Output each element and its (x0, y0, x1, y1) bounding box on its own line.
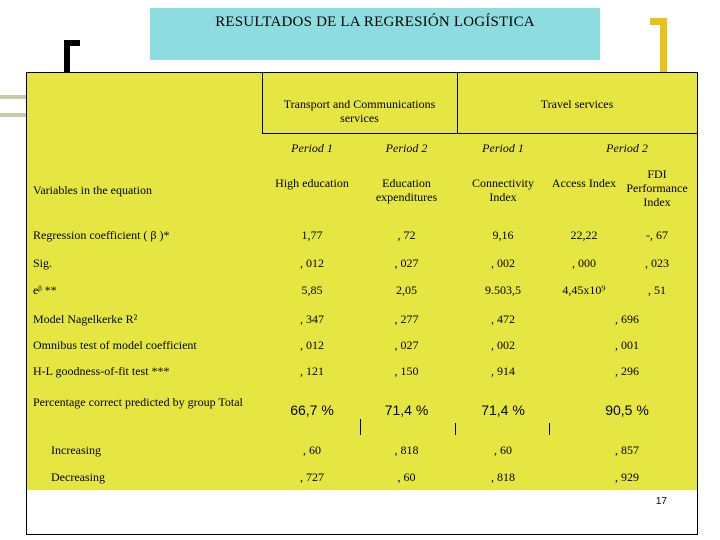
variables-label: Variables in the equation (33, 183, 152, 197)
side-bar-decoration-bottom (0, 113, 26, 117)
table-cell: , 857 (615, 443, 639, 457)
var-access-index: Access Index (551, 176, 617, 190)
row-label-regression: Regression coefficient ( β )* (33, 228, 170, 242)
table-cell: , 150 (394, 364, 419, 378)
period-2-transport: Period 2 (385, 141, 428, 155)
group-transport-header: Transport and Communications services (283, 97, 436, 125)
table-cell: , 818 (394, 443, 419, 457)
table-cell: , 472 (491, 312, 515, 326)
table-cell: 4,45x10⁹ (562, 283, 606, 297)
table-cell: 71,4 % (481, 402, 525, 418)
side-bar-decoration-top (0, 95, 26, 99)
table-cell: , 60 (397, 470, 416, 484)
var-education-expenditures: Education expenditures (375, 176, 438, 204)
table-cell: 90,5 % (605, 402, 649, 418)
row-label-sig: Sig. (33, 256, 53, 270)
page-number: 17 (655, 496, 667, 507)
table-cell: , 277 (394, 312, 419, 326)
row-label-nagelkerke: Model Nagelkerke R² (33, 312, 138, 326)
table-cell: 71,4 % (384, 402, 429, 418)
table-cell: , 818 (491, 470, 515, 484)
var-connectivity-index: Connectivity Index (472, 176, 534, 204)
period-2-travel: Period 2 (606, 141, 648, 155)
table-cell: , 51 (648, 283, 666, 297)
table-cell: , 60 (303, 443, 321, 457)
table-cell: , 023 (645, 256, 669, 270)
var-high-education: High education (275, 176, 349, 190)
header-divider-1 (262, 73, 263, 133)
table-cell: , 002 (491, 338, 515, 352)
group-travel-header: Travel services (540, 97, 614, 111)
tick-mark (360, 419, 361, 435)
table-cell: , 296 (615, 364, 639, 378)
table-cell: , 027 (394, 338, 419, 352)
row-label-increasing: Increasing (51, 443, 101, 457)
header-divider-2 (457, 73, 458, 133)
table-cell: 22,22 (570, 228, 598, 242)
tick-mark (455, 423, 456, 435)
table-cell: 1,77 (301, 228, 323, 242)
table-cell: , 000 (572, 256, 596, 270)
table-cell: , 914 (491, 364, 515, 378)
table-cell: , 727 (300, 470, 324, 484)
table-cell: 5,85 (301, 283, 323, 297)
period-1-travel: Period 1 (482, 141, 524, 155)
results-table: Transport and Communications services Tr… (26, 72, 698, 492)
slide-title: RESULTADOS DE LA REGRESIÓN LOGÍSTICA (215, 14, 535, 30)
period-1-transport: Period 1 (291, 141, 333, 155)
var-fdi-index: FDI Performance Index (626, 167, 688, 209)
table-cell: , 002 (491, 256, 515, 270)
table-cell: , 696 (615, 312, 639, 326)
row-label-exp-beta: eᵝ ** (33, 283, 57, 297)
table-cell: 9,16 (492, 228, 514, 242)
right-bracket-cap (650, 18, 667, 25)
table-cell: , 60 (494, 443, 512, 457)
left-bracket-cap (64, 40, 80, 46)
table-cell: , 027 (394, 256, 419, 270)
table-cell: , 001 (615, 338, 639, 352)
table-cell: 66,7 % (290, 402, 334, 418)
row-label-hl-test: H-L goodness-of-fit test *** (33, 364, 170, 378)
header-underline (262, 133, 697, 134)
table-cell: , 121 (300, 364, 324, 378)
table-cell: , 929 (615, 470, 639, 484)
slide-footer: 17 (26, 490, 698, 535)
tick-mark (549, 423, 550, 435)
table-cell: , 012 (300, 338, 324, 352)
left-bracket-decoration (64, 40, 70, 76)
row-label-decreasing: Decreasing (51, 470, 105, 484)
table-cell: , 347 (300, 312, 324, 326)
table-cell: -, 67 (646, 228, 668, 242)
row-label-percentage: Percentage correct predicted by group To… (33, 395, 243, 409)
table-cell: , 012 (300, 256, 324, 270)
right-bracket-decoration (660, 18, 667, 74)
row-label-omnibus: Omnibus test of model coefficient (33, 338, 197, 352)
title-box: RESULTADOS DE LA REGRESIÓN LOGÍSTICA (150, 8, 600, 60)
table-cell: 2,05 (396, 283, 417, 297)
table-cell: 9.503,5 (485, 283, 521, 297)
table-cell: , 72 (397, 228, 416, 242)
